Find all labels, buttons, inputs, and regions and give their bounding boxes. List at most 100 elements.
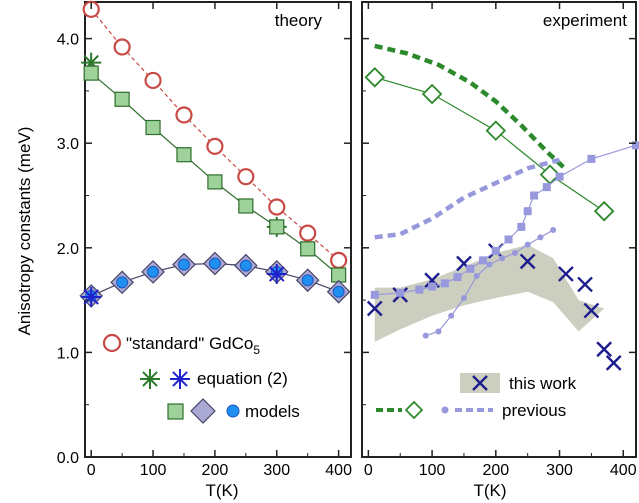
experiment-prev-purple-squares-point bbox=[523, 207, 532, 216]
y-tick-label: 2.0 bbox=[57, 241, 79, 258]
y-tick-label: 3.0 bbox=[57, 136, 79, 153]
theory-eq-b-point-stroke bbox=[83, 289, 99, 305]
experiment-prev-purple-squares-point bbox=[542, 183, 551, 192]
legend-models-dot-marker bbox=[226, 404, 240, 418]
experiment-prev-purple-squares-point bbox=[440, 279, 449, 288]
theory-eq-b-point bbox=[81, 286, 102, 307]
experiment-prev-purple-squares-point bbox=[587, 154, 596, 163]
experiment-prev-purple-dots-point bbox=[473, 273, 480, 280]
experiment-prev-purple-squares-point bbox=[504, 235, 513, 244]
experiment-this-work-point bbox=[596, 341, 612, 358]
theory-std-point bbox=[268, 198, 286, 216]
y-axis-label: Anisotropy constants (meV) bbox=[15, 127, 34, 336]
experiment-prev-purple-dots-point bbox=[511, 250, 518, 257]
theory-std-point bbox=[113, 38, 131, 56]
experiment-prev-purple-dots-point bbox=[448, 312, 455, 319]
theory-mod-a-point bbox=[114, 91, 130, 107]
legend-blue-star-stroke bbox=[172, 371, 188, 387]
left-panel-title: theory bbox=[275, 11, 323, 30]
theory-mod-c-point bbox=[116, 276, 129, 289]
left-x-tick-label: 200 bbox=[202, 462, 229, 479]
experiment-prev-purple-squares-point bbox=[370, 290, 379, 299]
legend-this-work-label: this work bbox=[509, 374, 577, 393]
experiment-this-work-point bbox=[583, 302, 600, 319]
theory-mod-a-point bbox=[238, 198, 254, 214]
legend-standard-label: "standard" GdCo5 bbox=[126, 334, 260, 357]
experiment-this-work-point-stroke bbox=[596, 341, 612, 358]
legend-standard-marker bbox=[102, 333, 122, 353]
experiment-prev-purple-squares-point bbox=[415, 285, 424, 294]
experiment-uncertainty-band bbox=[374, 244, 605, 342]
experiment-prev-green-diamonds-point bbox=[485, 120, 507, 141]
theory-std-point bbox=[330, 251, 348, 269]
legend-previous-purple-dot bbox=[441, 406, 449, 414]
theory-mod-a-point bbox=[207, 174, 223, 190]
experiment-prev-purple-dots-point bbox=[486, 261, 493, 268]
left-plot-area bbox=[79, 0, 351, 308]
left-x-tick-label: 100 bbox=[140, 462, 167, 479]
experiment-prev-green-diamonds-point bbox=[421, 83, 443, 105]
right-x-tick-label: 400 bbox=[610, 462, 637, 479]
experiment-this-work-point-stroke bbox=[558, 266, 574, 282]
experiment-prev-purple-squares-point bbox=[555, 172, 564, 181]
experiment-prev-green-diamonds-point bbox=[593, 200, 615, 222]
legend-equation-blue-star-marker bbox=[170, 369, 190, 389]
experiment-this-work-point bbox=[519, 253, 536, 270]
left-legend: "standard" GdCo5 equation (2) models bbox=[102, 333, 300, 424]
experiment-prev-purple-dots-point bbox=[550, 227, 557, 234]
left-plot-frame bbox=[84, 1, 352, 458]
experiment-this-work-point-stroke bbox=[519, 253, 536, 270]
theory-mod-c-point bbox=[301, 274, 314, 287]
theory-mod-a-point bbox=[269, 219, 285, 235]
theory-std-point bbox=[237, 168, 255, 186]
theory-mod-a-point bbox=[145, 119, 161, 136]
theory-std-point bbox=[175, 106, 193, 124]
legend-green-star-stroke bbox=[142, 371, 158, 387]
experiment-this-work-point bbox=[366, 300, 383, 317]
left-x-tick-label: 0 bbox=[87, 462, 96, 479]
theory-mod-c-point bbox=[177, 258, 190, 271]
theory-std-point bbox=[82, 0, 100, 18]
experiment-this-work-point-stroke bbox=[583, 302, 600, 319]
theory-mod-c-point bbox=[332, 285, 345, 298]
experiment-prev-purple-squares-point bbox=[479, 256, 488, 265]
left-x-tick-label: 400 bbox=[325, 462, 352, 479]
legend-this-work-cross-marker bbox=[472, 375, 488, 391]
legend-models-square-marker bbox=[167, 403, 184, 420]
experiment-this-work-point-stroke bbox=[605, 355, 622, 371]
theory-std-point bbox=[299, 224, 317, 242]
experiment-prev-purple-dots-point bbox=[499, 255, 506, 262]
theory-eq-b-point bbox=[266, 263, 287, 284]
experiment-prev-green-line-line bbox=[374, 43, 568, 172]
legend-equation-green-star-marker bbox=[140, 369, 160, 389]
legend-previous-label: previous bbox=[502, 401, 566, 420]
right-panel-title: experiment bbox=[543, 11, 627, 30]
experiment-prev-purple-squares-point bbox=[632, 141, 639, 150]
legend-equation-label: equation (2) bbox=[197, 369, 288, 388]
experiment-prev-purple-dots-point bbox=[537, 234, 544, 241]
axes: 0 100 200 300 400 0 100 200 300 400 0.0 1.0 2.0 3.0 4.… bbox=[57, 2, 637, 479]
right-x-tick-label: 300 bbox=[546, 462, 573, 479]
experiment-prev-purple-squares-point bbox=[491, 246, 500, 255]
theory-std-point bbox=[144, 71, 162, 90]
legend-cross bbox=[472, 375, 488, 391]
right-x-tick-label: 0 bbox=[364, 462, 373, 479]
experiment-prev-purple-squares-point bbox=[466, 264, 475, 273]
experiment-prev-purple-squares-point bbox=[530, 191, 539, 200]
experiment-prev-purple-squares-point bbox=[517, 222, 526, 231]
legend-models-diamond-marker bbox=[190, 398, 216, 424]
legend-models-label: models bbox=[245, 402, 300, 421]
experiment-prev-green-diamonds-line bbox=[374, 76, 605, 212]
experiment-prev-purple-dots-point bbox=[422, 332, 429, 339]
right-legend: this work previous bbox=[376, 373, 577, 420]
legend-blue-star bbox=[170, 369, 190, 389]
experiment-this-work-point bbox=[558, 266, 574, 282]
experiment-prev-purple-squares-point bbox=[396, 288, 405, 297]
experiment-this-work-point-stroke bbox=[577, 276, 593, 293]
theory-mod-a-point bbox=[176, 147, 192, 163]
experiment-prev-purple-dots-point bbox=[435, 328, 442, 335]
right-x-tick-label: 200 bbox=[482, 462, 509, 479]
experiment-this-work-point-stroke bbox=[366, 300, 383, 317]
theory-mod-c-point bbox=[239, 259, 252, 272]
